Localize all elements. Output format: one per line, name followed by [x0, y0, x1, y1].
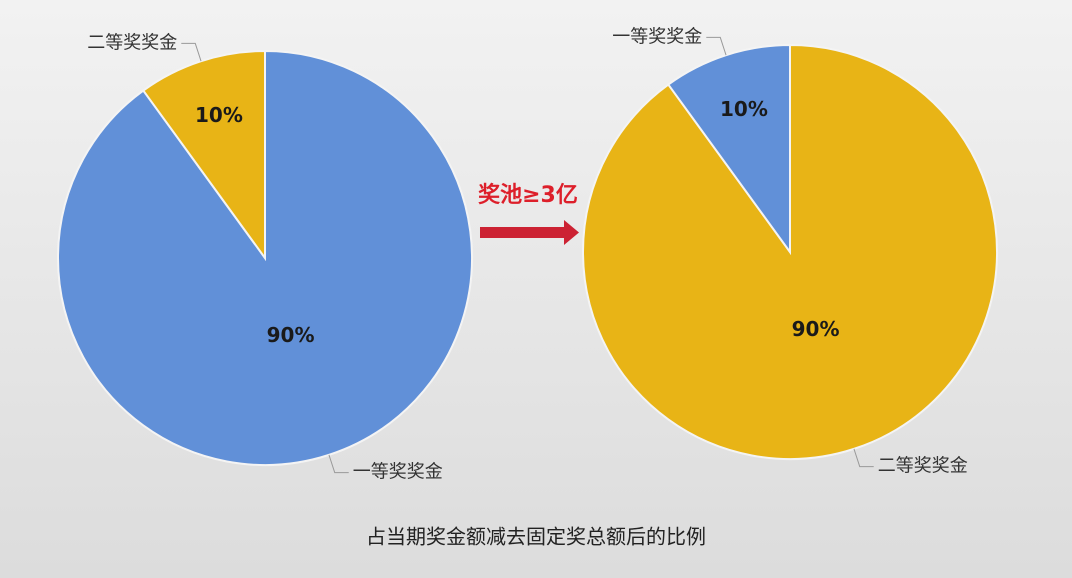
- arrow-shaft: [480, 227, 564, 238]
- leader-line: [328, 454, 349, 474]
- pie-slice: [666, 43, 791, 256]
- category-label: 二等奖奖金: [878, 456, 968, 477]
- caption: 占当期奖金额减去固定奖总额后的比例: [366, 525, 706, 549]
- pie-slice: [141, 49, 266, 262]
- leader-line: [706, 36, 727, 56]
- leader-line: [181, 42, 202, 62]
- category-label: 一等奖奖金: [353, 462, 443, 483]
- arrow-label: 奖池≥3亿: [478, 182, 578, 208]
- slice-label: 10%: [720, 97, 768, 121]
- leader-line: [853, 448, 874, 468]
- arrow-head: [564, 220, 579, 245]
- slice-label: 10%: [195, 103, 243, 127]
- category-label: 二等奖奖金: [87, 32, 177, 53]
- slice-label: 90%: [792, 317, 840, 341]
- slice-label: 90%: [267, 323, 315, 347]
- category-label: 一等奖奖金: [612, 26, 702, 47]
